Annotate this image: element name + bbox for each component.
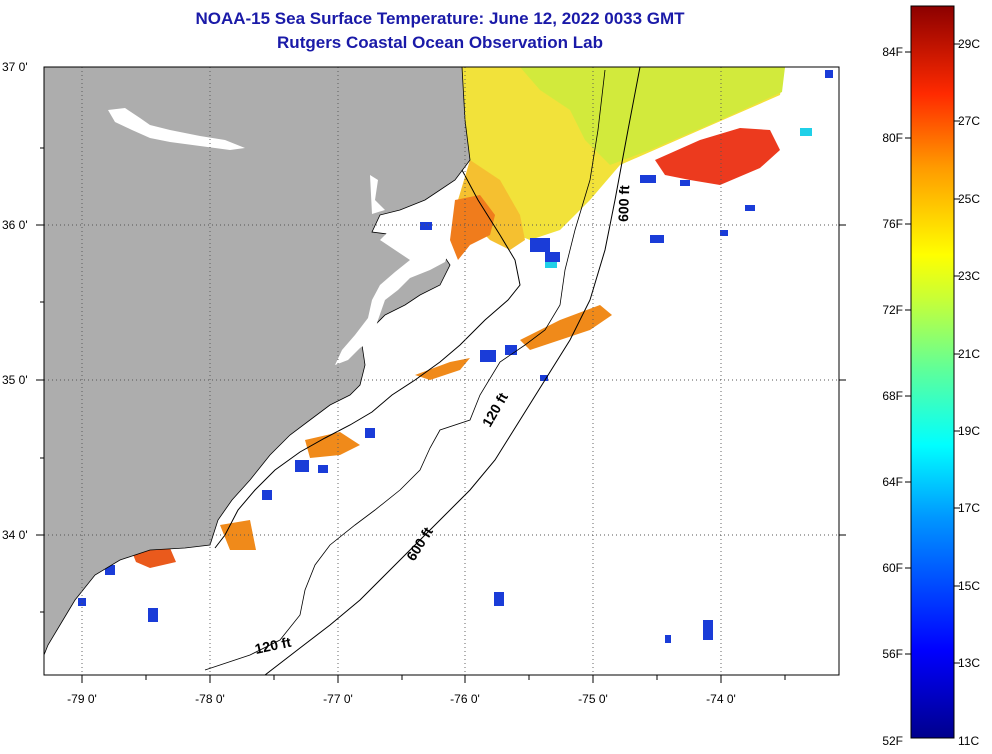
lat-label-36: 36 0' (2, 218, 28, 232)
colorbar-c-17: 17C (958, 501, 980, 515)
colorbar-c-23: 23C (958, 269, 980, 283)
sst-warm-sound (450, 195, 495, 260)
colorbar-f-68: 68F (882, 389, 903, 403)
lon-label-74: -74 0' (706, 692, 736, 706)
lat-label-37: 37 0' (2, 60, 28, 74)
depth-label-600-north: 600 ft (615, 185, 632, 222)
colorbar-c-19: 19C (958, 424, 980, 438)
barrier-islands (214, 169, 521, 549)
contour-120ft (204, 69, 606, 671)
colorbar-f-80: 80F (882, 131, 903, 145)
tick-marks (36, 147, 846, 683)
colorbar-c-21: 21C (958, 347, 980, 361)
inland-water (108, 108, 450, 372)
colorbar-c-27: 27C (958, 114, 980, 128)
colorbar-c-13: 13C (958, 656, 980, 670)
lat-label-34: 34 0' (2, 528, 28, 542)
colorbar-f-64: 64F (882, 475, 903, 489)
lon-label-79: -79 0' (67, 692, 97, 706)
lon-label-77: -77 0' (323, 692, 353, 706)
colorbar-c-29: 29C (958, 37, 980, 51)
map-title: NOAA-15 Sea Surface Temperature: June 12… (195, 9, 685, 28)
depth-label-120-south: 120 ft (253, 634, 292, 657)
sst-hot-region (655, 128, 780, 185)
sst-data-layer (78, 67, 833, 643)
gridlines (44, 67, 839, 675)
colorbar-f-56: 56F (882, 647, 903, 661)
sst-warm-coast (415, 358, 470, 380)
map-subtitle: Rutgers Coastal Ocean Observation Lab (277, 33, 603, 52)
contour-600ft-north (264, 67, 641, 675)
colorbar-f-84: 84F (882, 45, 903, 59)
colorbar-f-76: 76F (882, 217, 903, 231)
colorbar-c-25: 25C (958, 192, 980, 206)
map-border (43, 66, 840, 676)
sst-warm-southwest (132, 548, 176, 568)
colorbar-c-15: 15C (958, 579, 980, 593)
colorbar-f-60: 60F (882, 561, 903, 575)
colorbar-c-11: 11C (958, 734, 979, 748)
sst-warm-sound2 (305, 432, 360, 458)
lon-label-78: -78 0' (195, 692, 225, 706)
land-mass (44, 67, 471, 656)
sst-warm-shelf (520, 305, 612, 350)
sst-cool-region (520, 67, 785, 165)
lon-label-76: -76 0' (450, 692, 480, 706)
colorbar-f-72: 72F (882, 303, 903, 317)
colorbar-f-52: 52F (882, 734, 903, 748)
temperature-colorbar (910, 5, 955, 739)
lon-label-75: -75 0' (578, 692, 608, 706)
sst-cold-speckles (78, 70, 833, 643)
lat-label-35: 35 0' (2, 373, 28, 387)
sst-warm-band-north (458, 160, 525, 250)
colorbar-ticks (905, 43, 960, 664)
